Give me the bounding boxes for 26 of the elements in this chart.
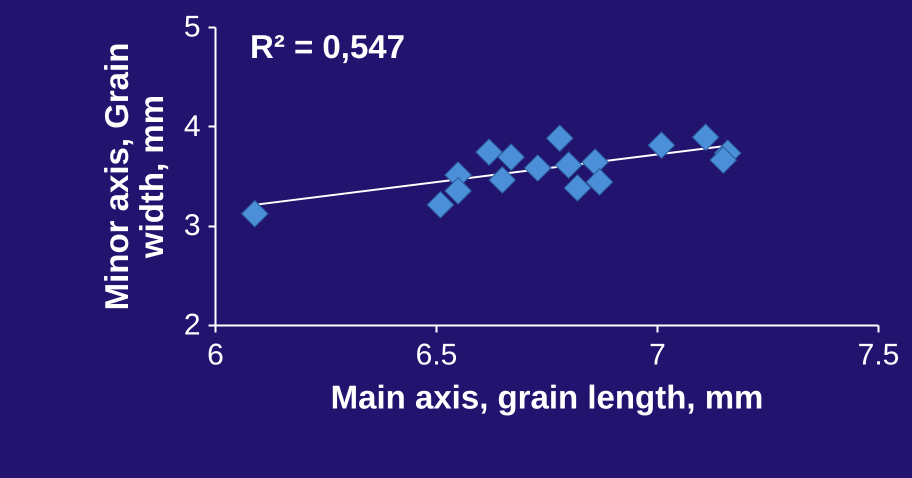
y-axis-title: Minor axis, Grain width, mm	[98, 42, 170, 310]
x-tick-label: 6.5	[416, 338, 458, 372]
annotation: R² = 0,547	[250, 28, 406, 65]
y-tick-label: 4	[184, 110, 200, 143]
point	[586, 168, 614, 196]
point	[554, 151, 582, 179]
point	[426, 191, 454, 219]
point	[710, 146, 738, 174]
point	[692, 124, 720, 151]
point	[648, 131, 676, 159]
point	[475, 138, 503, 166]
point	[524, 154, 552, 182]
x-tick-label: 7.5	[858, 338, 900, 372]
y-tick-label: 3	[184, 209, 200, 242]
point	[581, 148, 609, 176]
y-tick-label: 2	[184, 308, 200, 342]
x-tick-label: 6	[207, 338, 224, 372]
y-tick-label: 5	[184, 10, 200, 44]
point	[488, 166, 516, 194]
point	[497, 143, 525, 171]
point	[241, 200, 269, 228]
point	[546, 124, 574, 152]
point	[444, 177, 472, 205]
x-tick-label: 7	[649, 338, 666, 372]
point	[564, 174, 592, 202]
x-axis-title: Main axis, grain length, mm	[330, 378, 764, 416]
